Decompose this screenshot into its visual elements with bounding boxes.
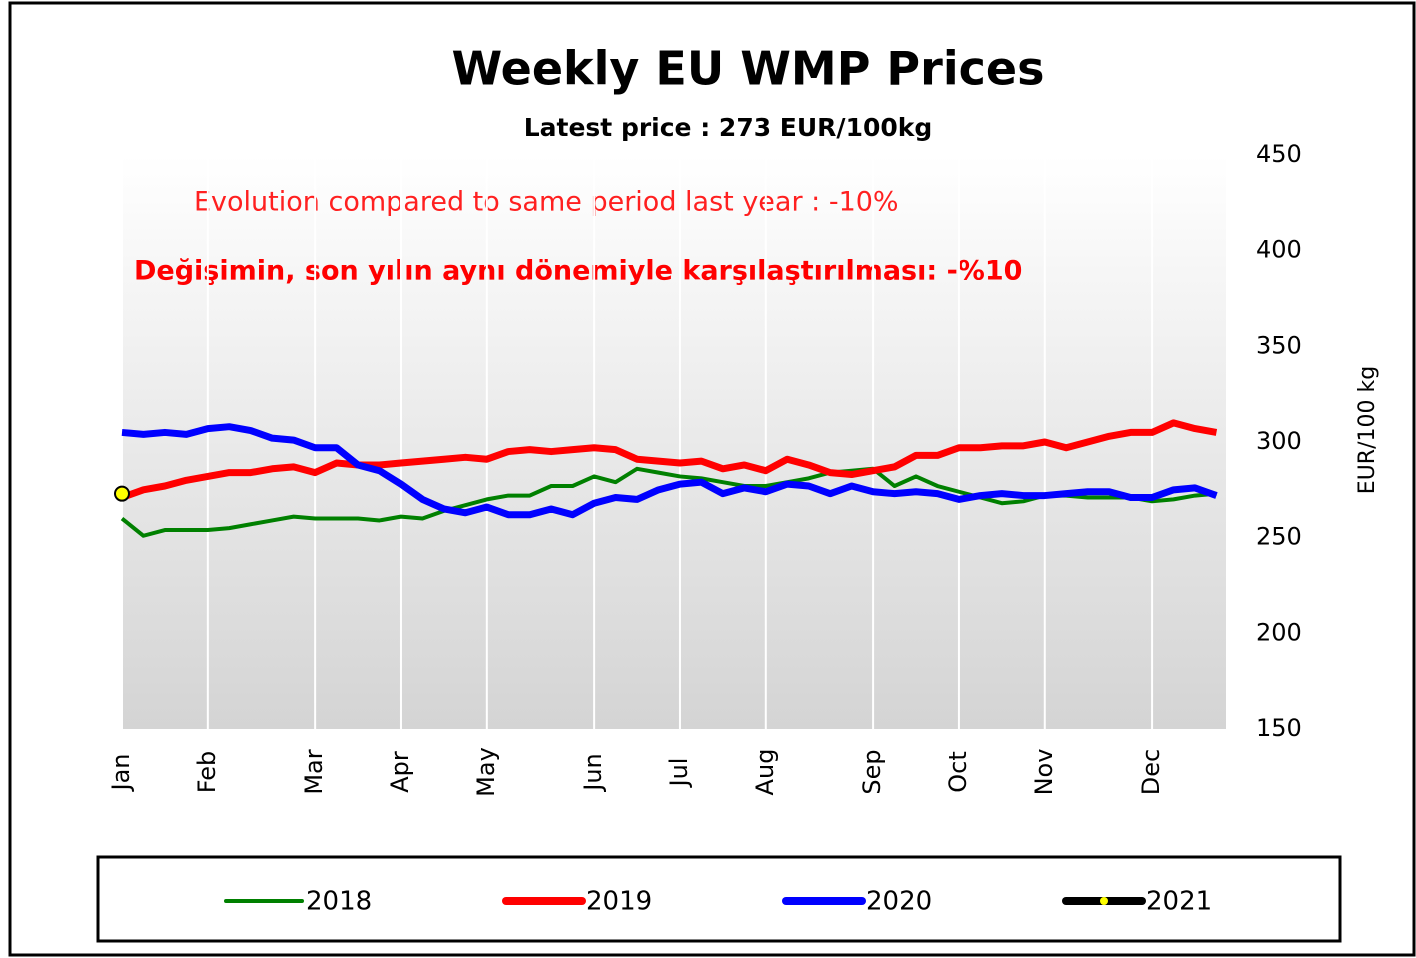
y-axis-label: EUR/100 kg xyxy=(1355,366,1380,494)
legend-marker xyxy=(1100,897,1108,905)
x-tick-label: Aug xyxy=(751,749,779,796)
x-tick-label: Apr xyxy=(386,751,414,793)
legend-label: 2018 xyxy=(306,887,372,917)
y-tick-label: 250 xyxy=(1256,523,1302,551)
y-tick-label: 450 xyxy=(1256,140,1302,168)
legend-label: 2021 xyxy=(1146,887,1212,917)
y-tick-label: 200 xyxy=(1256,618,1302,646)
y-tick-label: 150 xyxy=(1256,714,1302,742)
legend-label: 2019 xyxy=(586,887,652,917)
x-tick-label: Nov xyxy=(1030,749,1058,796)
y-tick-label: 400 xyxy=(1256,236,1302,264)
x-tick-label: Jul xyxy=(665,758,693,789)
line xyxy=(120,419,1218,501)
legend-label: 2020 xyxy=(866,887,932,917)
x-tick-label: Mar xyxy=(300,749,328,794)
x-tick-label: Sep xyxy=(858,749,886,794)
x-tick-label: Jan xyxy=(107,754,135,793)
annotation: Değişimin, son yılın aynı dönemiyle karş… xyxy=(134,256,1022,287)
x-tick-label: Dec xyxy=(1137,749,1165,795)
x-tick-label: Jun xyxy=(579,753,607,793)
x-tick-label: Oct xyxy=(944,751,972,793)
x-tick-label: May xyxy=(472,747,500,797)
chart-subtitle: Latest price : 273 EUR/100kg xyxy=(524,113,933,142)
line xyxy=(121,423,1218,519)
y-tick-label: 300 xyxy=(1256,427,1302,455)
annotation: Evolution compared to same period last y… xyxy=(194,187,899,218)
chart-title: Weekly EU WMP Prices xyxy=(452,42,1045,96)
point xyxy=(114,485,130,502)
y-tick-label: 350 xyxy=(1256,331,1302,359)
x-tick-label: Feb xyxy=(193,751,221,794)
